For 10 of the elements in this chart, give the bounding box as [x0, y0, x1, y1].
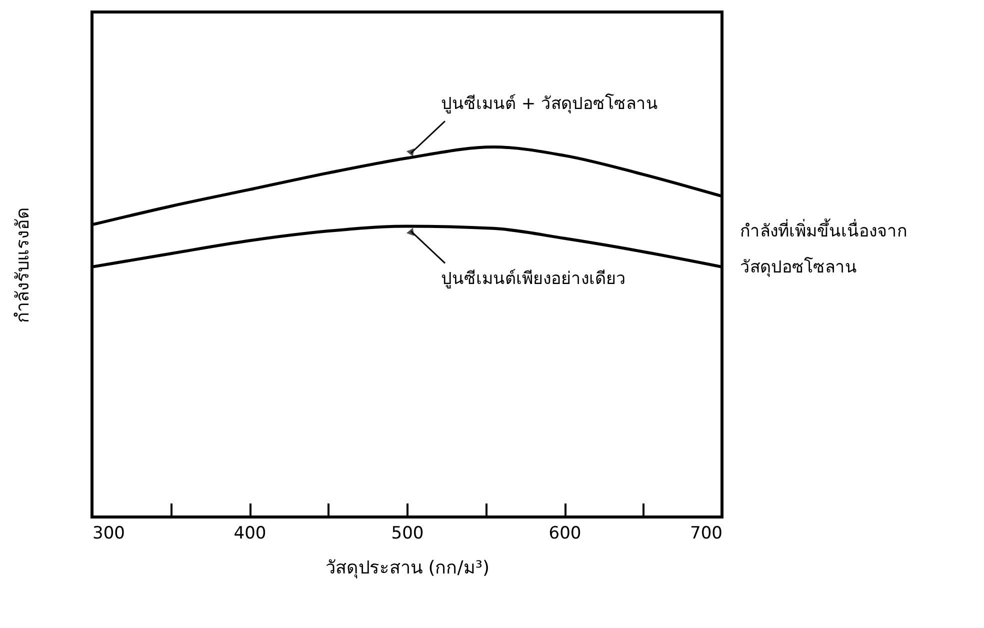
x-tick-label: 300	[92, 524, 125, 544]
x-tick-label: 500	[391, 524, 424, 544]
x-axis-title: วัสดุประสาน (กก/ม³)	[325, 558, 490, 578]
x-tick-label: 600	[548, 524, 582, 544]
x-tick-label: 400	[234, 524, 266, 544]
text: กำลังที่เพิ่มขึ้นเนื่องจาก วัสดุปอซโซลาน	[740, 218, 907, 278]
text: ปูนซีเมนต์ + วัสดุปอซโซลาน	[441, 93, 658, 114]
annotation: ปูนซีเมนต์เพียงอย่างเดียว	[441, 269, 626, 290]
y-axis-title: กำลังรับแรงอัด	[12, 207, 34, 323]
x-tick-label: 700	[690, 524, 722, 544]
